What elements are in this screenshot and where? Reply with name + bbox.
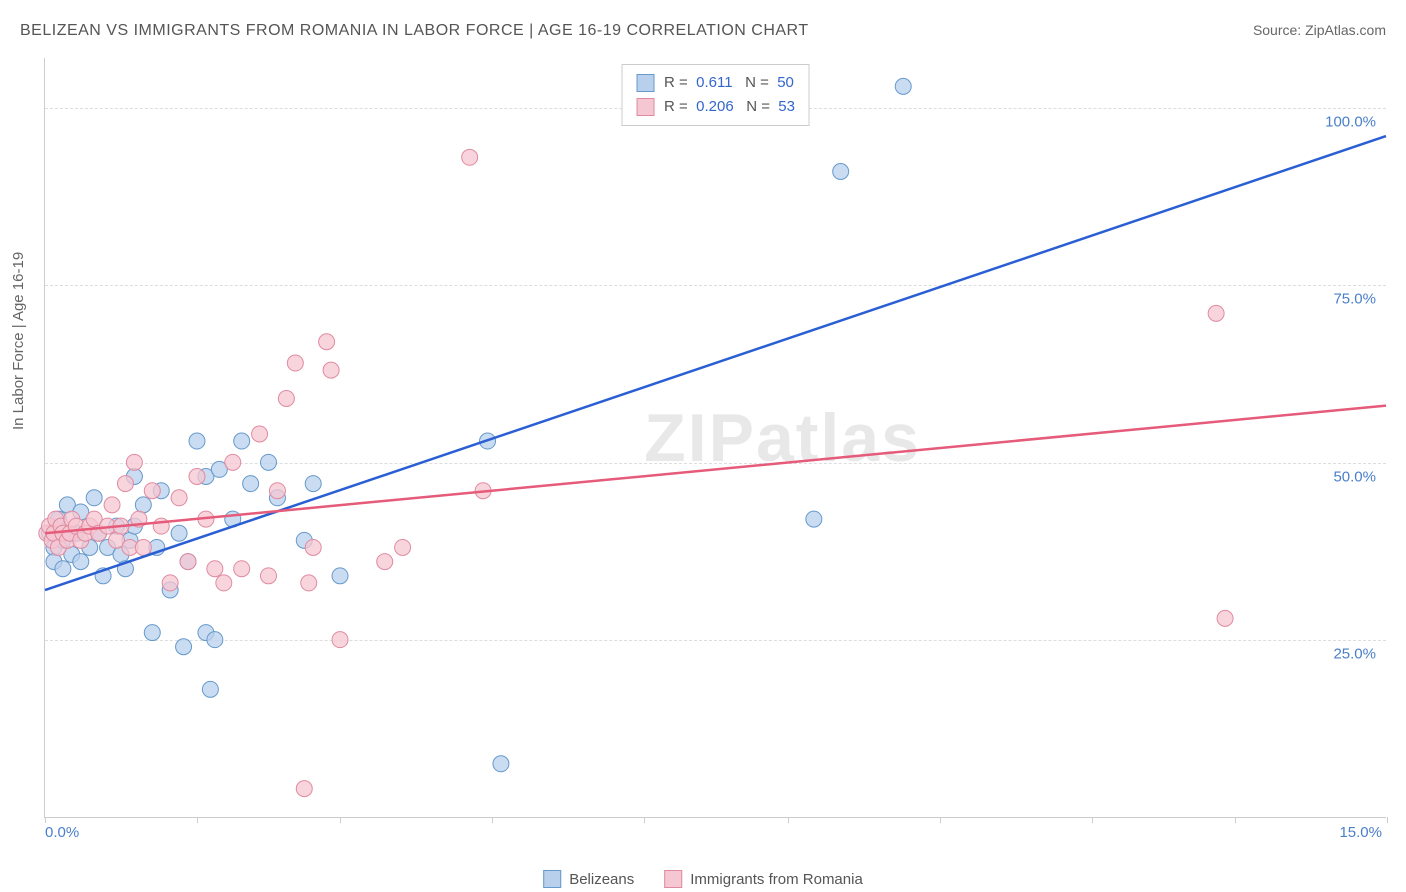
scatter-point [269, 483, 285, 499]
scatter-point [135, 497, 151, 513]
scatter-point [216, 575, 232, 591]
scatter-point [117, 476, 133, 492]
legend-top: R = 0.611 N = 50R = 0.206 N = 53 [621, 64, 810, 126]
scatter-point [332, 568, 348, 584]
scatter-point [261, 454, 277, 470]
regression-line [45, 136, 1386, 590]
x-tick [492, 817, 493, 823]
scatter-point [287, 355, 303, 371]
x-tick [1387, 817, 1388, 823]
scatter-point [171, 525, 187, 541]
legend-label: Belizeans [569, 871, 634, 888]
legend-bottom-item: Immigrants from Romania [664, 870, 863, 888]
x-tick [45, 817, 46, 823]
scatter-point [278, 390, 294, 406]
scatter-point [234, 561, 250, 577]
scatter-point [126, 454, 142, 470]
scatter-point [1208, 305, 1224, 321]
legend-row: R = 0.206 N = 53 [636, 95, 795, 119]
source-label: Source: ZipAtlas.com [1253, 22, 1386, 38]
scatter-point [301, 575, 317, 591]
x-tick [644, 817, 645, 823]
scatter-point [225, 454, 241, 470]
header-row: BELIZEAN VS IMMIGRANTS FROM ROMANIA IN L… [20, 22, 1386, 40]
scatter-point [207, 632, 223, 648]
scatter-point [332, 632, 348, 648]
source-link[interactable]: ZipAtlas.com [1305, 22, 1386, 38]
scatter-point [252, 426, 268, 442]
y-axis-label: In Labor Force | Age 16-19 [10, 252, 27, 430]
scatter-point [806, 511, 822, 527]
scatter-point [55, 561, 71, 577]
scatter-point [207, 561, 223, 577]
x-tick [788, 817, 789, 823]
regression-line [45, 406, 1386, 534]
legend-swatch [636, 98, 654, 116]
scatter-point [86, 490, 102, 506]
scatter-point [162, 575, 178, 591]
x-tick [940, 817, 941, 823]
scatter-point [319, 334, 335, 350]
scatter-point [305, 476, 321, 492]
scatter-point [73, 554, 89, 570]
scatter-point [395, 539, 411, 555]
x-tick-label: 15.0% [1339, 824, 1382, 841]
scatter-point [144, 483, 160, 499]
legend-text: R = 0.611 N = 50 [664, 71, 794, 95]
legend-text: R = 0.206 N = 53 [664, 95, 795, 119]
scatter-point [1217, 610, 1233, 626]
chart-title: BELIZEAN VS IMMIGRANTS FROM ROMANIA IN L… [20, 22, 809, 40]
x-tick-label: 0.0% [45, 824, 79, 841]
scatter-point [305, 539, 321, 555]
legend-swatch [636, 74, 654, 92]
scatter-point [833, 164, 849, 180]
scatter-point [895, 78, 911, 94]
scatter-point [377, 554, 393, 570]
scatter-point [296, 781, 312, 797]
scatter-point [202, 681, 218, 697]
scatter-point [243, 476, 259, 492]
scatter-point [189, 433, 205, 449]
x-tick [340, 817, 341, 823]
scatter-point [462, 149, 478, 165]
scatter-point [135, 539, 151, 555]
chart-container: BELIZEAN VS IMMIGRANTS FROM ROMANIA IN L… [0, 0, 1406, 892]
x-tick [1092, 817, 1093, 823]
scatter-point [176, 639, 192, 655]
scatter-point [171, 490, 187, 506]
scatter-point [493, 756, 509, 772]
legend-swatch [664, 870, 682, 888]
legend-row: R = 0.611 N = 50 [636, 71, 795, 95]
x-tick [197, 817, 198, 823]
scatter-point [180, 554, 196, 570]
scatter-point [261, 568, 277, 584]
scatter-point [234, 433, 250, 449]
scatter-point [323, 362, 339, 378]
plot-area: ZIPatlas R = 0.611 N = 50R = 0.206 N = 5… [44, 58, 1386, 818]
x-tick [1235, 817, 1236, 823]
scatter-point [104, 497, 120, 513]
scatter-point [144, 625, 160, 641]
legend-bottom-item: Belizeans [543, 870, 634, 888]
scatter-point [189, 469, 205, 485]
legend-swatch [543, 870, 561, 888]
chart-svg [45, 58, 1386, 817]
legend-bottom: Belizeans Immigrants from Romania [543, 870, 863, 888]
legend-label: Immigrants from Romania [690, 871, 863, 888]
